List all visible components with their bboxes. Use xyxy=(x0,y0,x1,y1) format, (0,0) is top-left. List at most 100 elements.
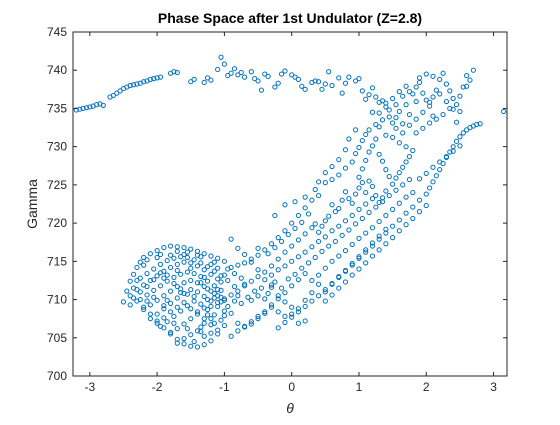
data-point xyxy=(295,212,302,219)
data-point xyxy=(127,278,133,284)
data-point xyxy=(278,285,285,291)
data-point xyxy=(369,240,376,246)
data-point xyxy=(141,306,147,313)
data-point xyxy=(309,298,315,304)
data-point xyxy=(161,244,167,251)
data-point xyxy=(255,293,261,299)
data-point xyxy=(167,329,174,336)
data-point xyxy=(403,102,409,108)
data-point xyxy=(215,287,221,293)
data-point xyxy=(349,200,355,206)
data-point xyxy=(171,69,177,75)
data-point xyxy=(396,228,402,234)
data-point xyxy=(268,304,275,310)
data-point xyxy=(420,125,426,131)
data-point xyxy=(403,144,409,150)
data-point xyxy=(282,68,288,74)
data-point xyxy=(400,121,406,127)
data-point xyxy=(130,271,137,277)
data-point xyxy=(174,340,180,346)
data-point xyxy=(157,270,164,276)
data-point xyxy=(332,238,339,245)
data-point xyxy=(201,316,207,322)
data-point xyxy=(369,225,376,231)
data-point xyxy=(282,299,288,305)
data-point xyxy=(181,335,187,342)
x-tick-label: -2 xyxy=(152,380,163,394)
data-point xyxy=(278,71,285,77)
data-point xyxy=(83,105,90,111)
data-point xyxy=(386,173,392,180)
data-point xyxy=(191,339,197,345)
data-point xyxy=(410,215,416,222)
data-point xyxy=(363,247,369,253)
data-point xyxy=(376,199,382,206)
data-point xyxy=(225,72,231,79)
data-point xyxy=(181,259,187,265)
data-point xyxy=(322,298,328,304)
data-point xyxy=(470,67,476,73)
data-point xyxy=(181,280,187,286)
data-point xyxy=(369,183,376,190)
data-point xyxy=(265,290,271,297)
data-point xyxy=(322,170,328,176)
data-point xyxy=(167,288,174,294)
data-point xyxy=(208,261,214,267)
data-point xyxy=(282,228,288,234)
data-point xyxy=(336,223,342,229)
data-point xyxy=(275,235,281,241)
data-point xyxy=(272,84,278,90)
data-point xyxy=(457,134,463,140)
data-point xyxy=(154,297,160,303)
data-point xyxy=(369,85,376,91)
data-point xyxy=(188,265,194,271)
data-point xyxy=(349,212,355,219)
data-point xyxy=(171,320,177,326)
data-point xyxy=(241,251,248,258)
data-point xyxy=(289,314,295,320)
data-point xyxy=(403,222,409,228)
data-point xyxy=(423,191,429,197)
data-point xyxy=(410,189,416,196)
data-point xyxy=(430,94,436,100)
data-point xyxy=(248,69,254,75)
data-point xyxy=(198,324,204,330)
data-point xyxy=(403,210,409,216)
data-point xyxy=(167,309,174,315)
data-point xyxy=(376,233,382,239)
data-point xyxy=(144,292,150,298)
data-point xyxy=(241,74,248,80)
data-point xyxy=(201,342,207,348)
data-point xyxy=(87,104,93,110)
data-point xyxy=(127,293,133,299)
data-point xyxy=(379,98,386,104)
data-point xyxy=(369,253,376,259)
data-point xyxy=(77,106,83,112)
data-point xyxy=(171,313,177,319)
data-point xyxy=(400,93,406,99)
data-point xyxy=(450,95,456,102)
data-point xyxy=(440,70,446,76)
data-point xyxy=(437,167,443,173)
data-point xyxy=(248,278,254,284)
data-point xyxy=(406,89,413,95)
data-point xyxy=(228,310,234,316)
data-point xyxy=(262,269,268,275)
data-point xyxy=(178,286,184,292)
data-point xyxy=(329,228,335,234)
data-point xyxy=(369,243,376,249)
data-point xyxy=(262,247,268,253)
data-point xyxy=(262,71,268,77)
data-point xyxy=(363,230,369,236)
data-point xyxy=(188,260,194,266)
data-point xyxy=(248,319,254,325)
data-point xyxy=(184,303,190,309)
data-point xyxy=(174,295,180,301)
data-point xyxy=(299,265,305,271)
data-point xyxy=(295,309,302,315)
data-point xyxy=(204,75,211,81)
data-point xyxy=(423,202,429,209)
data-point xyxy=(349,159,355,165)
data-point xyxy=(225,303,231,310)
data-point xyxy=(342,165,349,171)
